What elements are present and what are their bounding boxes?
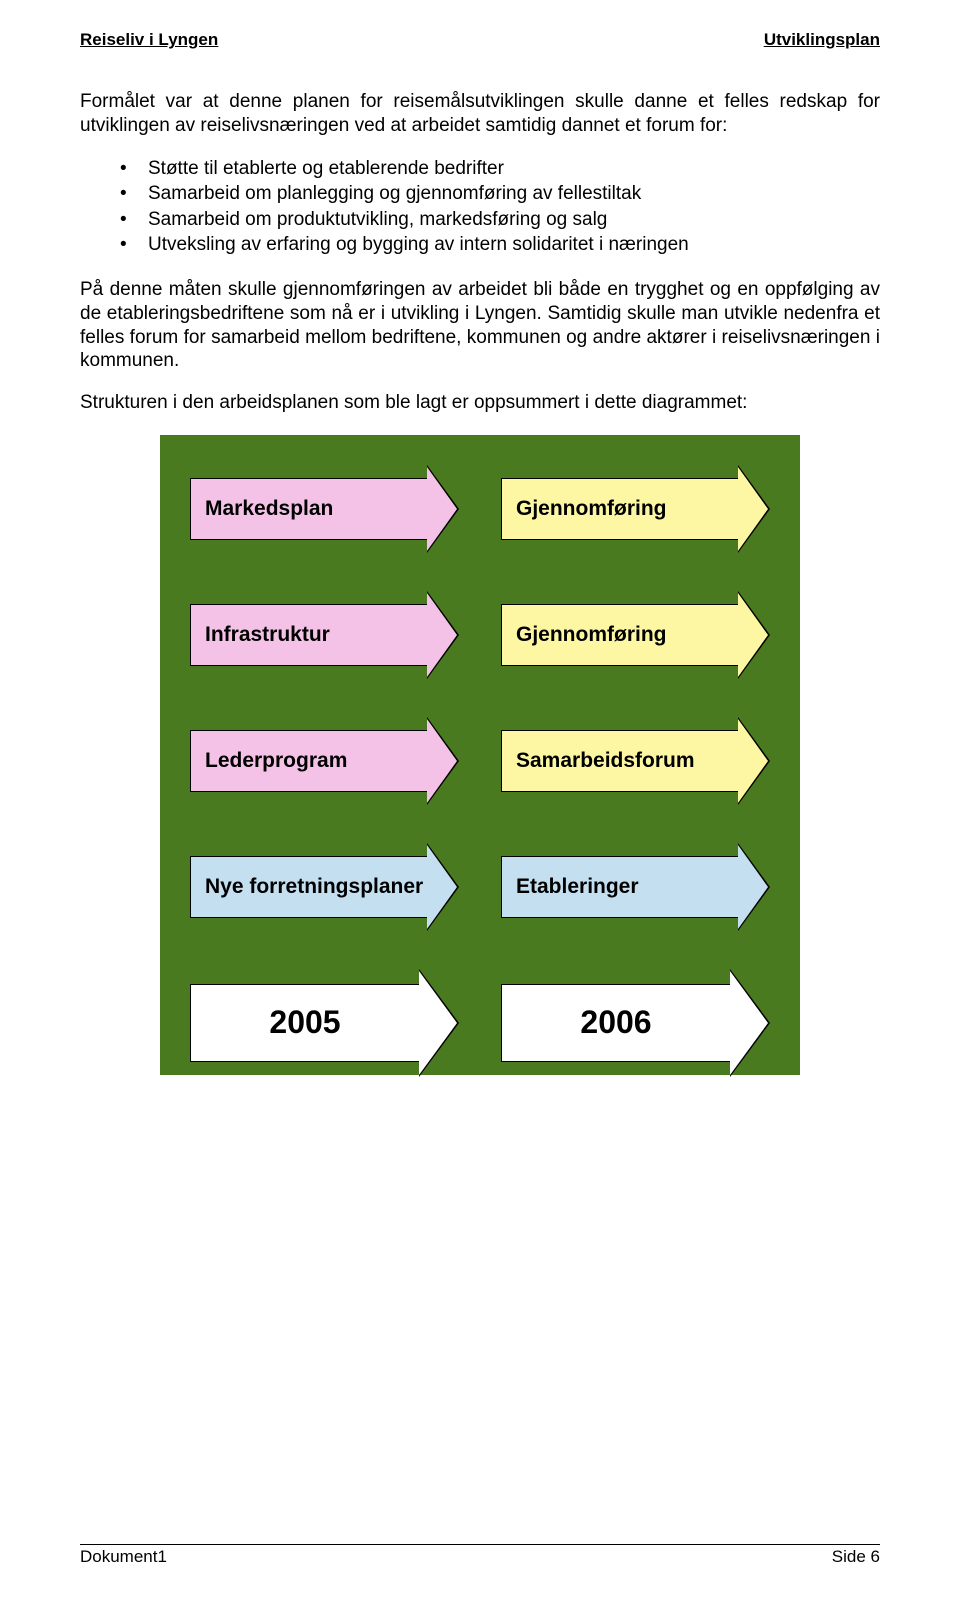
diagram: Markedsplan Gjennomføring Infrastruktur Gje… xyxy=(160,435,800,1075)
footer-right: Side 6 xyxy=(832,1547,880,1567)
bullet-item: Samarbeid om produktutvikling, markedsfø… xyxy=(120,207,880,233)
arrow-label: 2005 xyxy=(190,984,419,1062)
page: Reiseliv i Lyngen Utviklingsplan Formåle… xyxy=(0,0,960,1597)
diagram-arrow: Gjennomføring xyxy=(501,465,770,553)
arrow-label: Etableringer xyxy=(501,856,738,918)
arrow-label: Markedsplan xyxy=(190,478,427,540)
diagram-container: Markedsplan Gjennomføring Infrastruktur Gje… xyxy=(80,435,880,1075)
paragraph-3: Strukturen i den arbeidsplanen som ble l… xyxy=(80,391,880,415)
diagram-row: Infrastruktur Gjennomføring xyxy=(190,591,770,679)
footer-left: Dokument1 xyxy=(80,1547,167,1567)
header-left: Reiseliv i Lyngen xyxy=(80,30,218,50)
diagram-arrow: Gjennomføring xyxy=(501,591,770,679)
arrow-head-icon xyxy=(419,969,459,1077)
paragraph-2: På denne måten skulle gjennomføringen av… xyxy=(80,278,880,373)
arrow-head-icon xyxy=(738,591,770,679)
diagram-row: Lederprogram Samarbeidsforum xyxy=(190,717,770,805)
bullet-list: Støtte til etablerte og etablerende bedr… xyxy=(80,156,880,259)
diagram-row: Markedsplan Gjennomføring xyxy=(190,465,770,553)
arrow-head-icon xyxy=(730,969,770,1077)
arrow-head-icon xyxy=(427,843,459,931)
arrow-label: Nye forretningsplaner xyxy=(190,856,427,918)
bullet-item: Støtte til etablerte og etablerende bedr… xyxy=(120,156,880,182)
arrow-label: 2006 xyxy=(501,984,730,1062)
arrow-head-icon xyxy=(427,717,459,805)
diagram-arrow: Etableringer xyxy=(501,843,770,931)
bullet-item: Utveksling av erfaring og bygging av int… xyxy=(120,232,880,258)
page-header: Reiseliv i Lyngen Utviklingsplan xyxy=(80,30,880,50)
arrow-label: Gjennomføring xyxy=(501,478,738,540)
year-arrow: 2005 xyxy=(190,969,459,1077)
diagram-arrow: Nye forretningsplaner xyxy=(190,843,459,931)
arrow-label: Gjennomføring xyxy=(501,604,738,666)
paragraph-1: Formålet var at denne planen for reisemå… xyxy=(80,90,880,138)
diagram-arrow: Infrastruktur xyxy=(190,591,459,679)
arrow-label: Lederprogram xyxy=(190,730,427,792)
diagram-row: Nye forretningsplaner Etableringer xyxy=(190,843,770,931)
arrow-label: Samarbeidsforum xyxy=(501,730,738,792)
diagram-years-row: 2005 2006 xyxy=(190,969,770,1077)
diagram-arrow: Lederprogram xyxy=(190,717,459,805)
page-footer: Dokument1 Side 6 xyxy=(80,1544,880,1567)
diagram-arrow: Samarbeidsforum xyxy=(501,717,770,805)
arrow-head-icon xyxy=(427,591,459,679)
arrow-head-icon xyxy=(738,843,770,931)
header-right: Utviklingsplan xyxy=(764,30,880,50)
arrow-label: Infrastruktur xyxy=(190,604,427,666)
year-arrow: 2006 xyxy=(501,969,770,1077)
bullet-item: Samarbeid om planlegging og gjennomførin… xyxy=(120,181,880,207)
arrow-head-icon xyxy=(427,465,459,553)
arrow-head-icon xyxy=(738,717,770,805)
arrow-head-icon xyxy=(738,465,770,553)
diagram-arrow: Markedsplan xyxy=(190,465,459,553)
